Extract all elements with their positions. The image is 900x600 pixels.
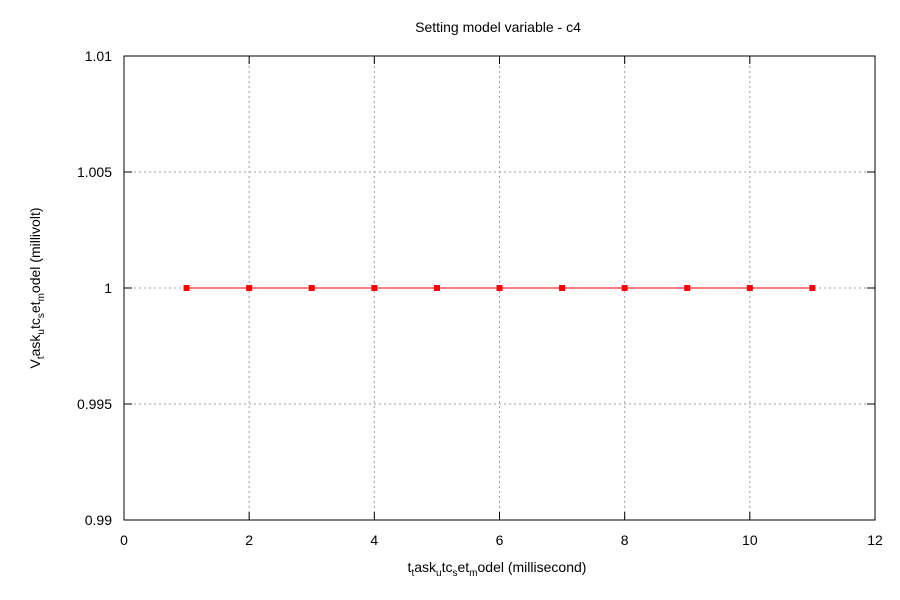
y-axis-title: Vtaskutcsetmodel (millivolt) xyxy=(27,208,47,369)
y-tick-label: 1.005 xyxy=(77,164,112,180)
x-tick-label: 2 xyxy=(245,532,253,548)
data-point xyxy=(496,285,503,291)
x-tick-label: 6 xyxy=(496,532,504,548)
y-tick-label: 0.995 xyxy=(77,396,112,412)
y-tick-label: 0.99 xyxy=(85,512,112,528)
x-tick-label: 10 xyxy=(742,532,758,548)
data-point xyxy=(559,285,566,291)
data-point xyxy=(371,285,378,291)
y-tick-label: 1 xyxy=(104,280,112,296)
series-group xyxy=(183,285,816,291)
data-point xyxy=(809,285,816,291)
data-point xyxy=(684,285,691,291)
x-tick-label: 0 xyxy=(120,532,128,548)
x-tick-label: 12 xyxy=(867,532,883,548)
data-point xyxy=(308,285,315,291)
data-point xyxy=(621,285,628,291)
y-tick-label: 1.01 xyxy=(85,48,112,64)
tick-labels: 0 2 4 6 8 10 12 0.99 0.995 1 1.005 1.01 xyxy=(77,48,883,548)
data-point xyxy=(433,285,440,291)
x-tick-label: 8 xyxy=(621,532,629,548)
axis-ticks xyxy=(123,55,876,521)
data-point xyxy=(246,285,253,291)
chart-title: Setting model variable - c4 xyxy=(415,19,581,35)
data-point xyxy=(746,285,753,291)
data-point xyxy=(183,285,190,291)
x-axis-title: ttaskutcsetmodel (millisecond) xyxy=(408,559,587,579)
x-tick-label: 4 xyxy=(370,532,378,548)
